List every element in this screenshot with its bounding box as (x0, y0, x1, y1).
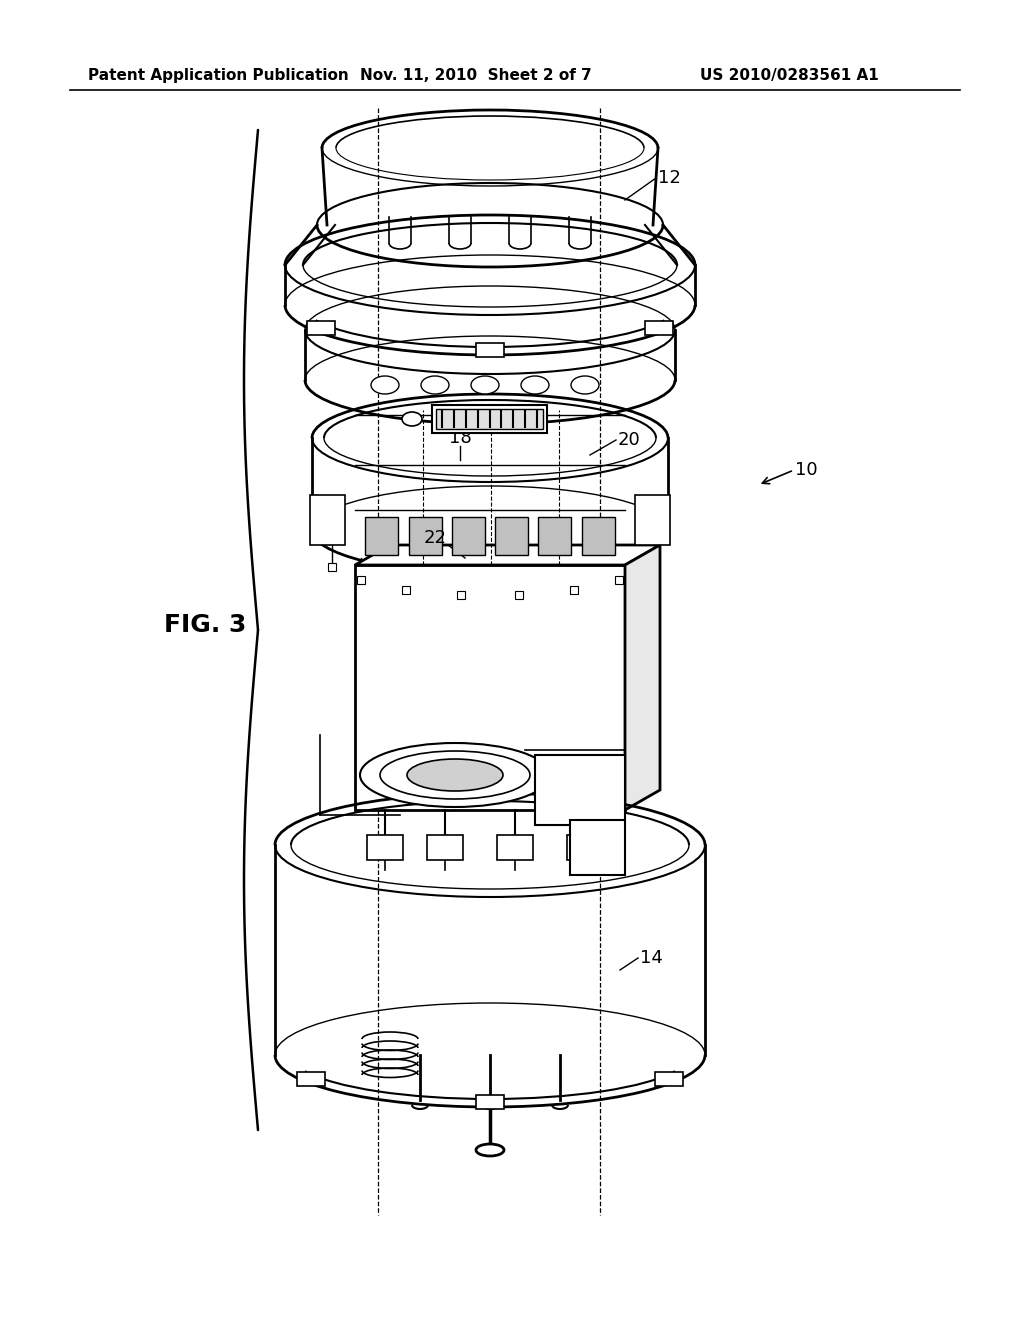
Text: 10: 10 (795, 461, 817, 479)
Bar (307, 321, 335, 334)
Text: FIG. 3: FIG. 3 (164, 612, 246, 638)
Ellipse shape (407, 759, 503, 791)
Text: 14: 14 (640, 949, 663, 968)
Text: Nov. 11, 2010  Sheet 2 of 7: Nov. 11, 2010 Sheet 2 of 7 (360, 69, 592, 83)
Bar (567, 836, 603, 861)
Bar (570, 586, 578, 594)
Ellipse shape (471, 376, 499, 393)
Text: Patent Application Publication: Patent Application Publication (88, 69, 349, 83)
Ellipse shape (402, 412, 422, 426)
Ellipse shape (421, 376, 449, 393)
Bar (457, 591, 465, 599)
Text: 18: 18 (449, 429, 471, 447)
Ellipse shape (380, 751, 530, 799)
Polygon shape (355, 545, 660, 565)
Polygon shape (625, 545, 660, 810)
Ellipse shape (521, 376, 549, 393)
Bar (515, 591, 523, 599)
Ellipse shape (571, 376, 599, 393)
Text: 22: 22 (424, 529, 446, 546)
Ellipse shape (476, 1144, 504, 1156)
Ellipse shape (371, 376, 399, 393)
Bar (436, 409, 543, 429)
Bar (497, 836, 534, 861)
Bar (402, 586, 410, 594)
Ellipse shape (360, 743, 550, 807)
Bar (582, 517, 614, 554)
Bar (366, 517, 398, 554)
Bar (635, 495, 670, 545)
Bar (452, 517, 484, 554)
Bar (297, 1072, 325, 1085)
Bar (328, 564, 336, 572)
Bar (367, 836, 403, 861)
Bar (432, 405, 547, 433)
Bar (645, 321, 673, 334)
Bar (427, 836, 463, 861)
Polygon shape (570, 820, 625, 875)
Bar (357, 577, 366, 585)
Polygon shape (535, 755, 625, 825)
Text: US 2010/0283561 A1: US 2010/0283561 A1 (700, 69, 879, 83)
Bar (655, 1072, 683, 1085)
Bar (409, 517, 441, 554)
Text: 20: 20 (618, 432, 641, 449)
Bar (476, 1096, 504, 1109)
Text: 12: 12 (658, 169, 681, 187)
Polygon shape (355, 565, 625, 810)
Bar (476, 343, 504, 356)
Bar (496, 517, 528, 554)
Bar (310, 495, 345, 545)
Bar (539, 517, 571, 554)
Bar (614, 577, 623, 585)
